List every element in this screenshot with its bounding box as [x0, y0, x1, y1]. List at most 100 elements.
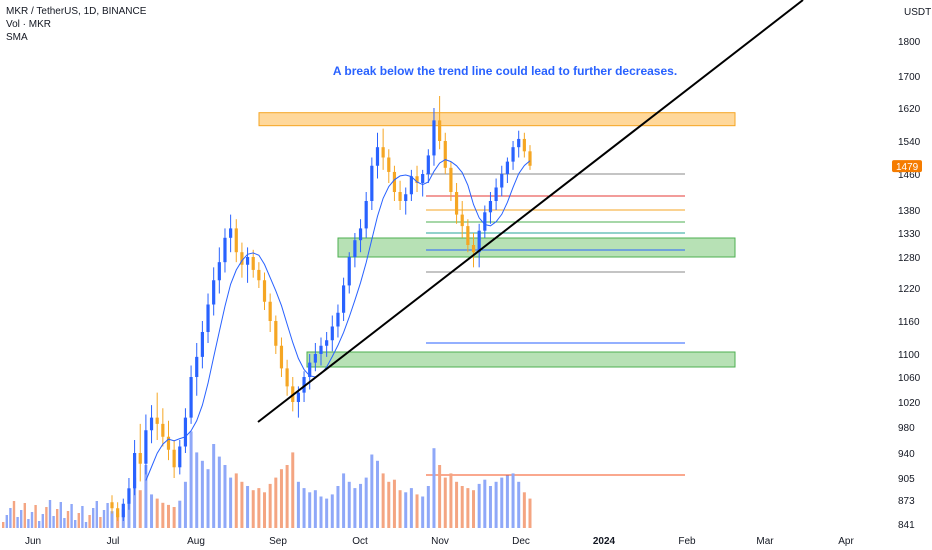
volume-bar [302, 488, 306, 528]
volume-bar [81, 506, 84, 528]
volume-bar [9, 508, 12, 528]
y-tick-label: 905 [898, 474, 915, 485]
volume-bar [313, 490, 317, 528]
sma-line [145, 159, 531, 481]
volume-bar [172, 507, 176, 528]
volume-bar [370, 454, 374, 528]
volume-bar [56, 509, 59, 528]
volume-bar [274, 477, 278, 528]
volume-bar [88, 515, 91, 528]
volume-bar [223, 465, 227, 528]
candle-body [454, 192, 459, 215]
volume-bar [110, 511, 114, 528]
candle-body [257, 269, 261, 281]
volume-bar [263, 492, 267, 528]
volume-bar [234, 473, 238, 528]
candle-body [240, 252, 244, 265]
volume-bar [66, 511, 70, 528]
volume-bar [144, 465, 148, 528]
volume-bar [387, 481, 391, 528]
volume-bar [206, 469, 210, 528]
volume-bar [257, 488, 261, 528]
volume-bar [150, 494, 154, 528]
volume-bar [268, 483, 272, 528]
y-tick-label: 1020 [898, 398, 921, 409]
volume-bar [443, 477, 447, 528]
volume-bar [398, 490, 402, 528]
volume-bar [472, 490, 476, 528]
currency-label: USDT [904, 7, 931, 18]
volume-bar [404, 492, 408, 528]
volume-bar [432, 448, 436, 528]
volume-bar [12, 501, 16, 528]
volume-bar [99, 517, 102, 528]
candle-body [116, 508, 120, 518]
candles-layer [110, 96, 532, 521]
candle-body [494, 187, 498, 201]
volume-bar [483, 479, 487, 528]
candle-body [358, 228, 363, 241]
volume-bar [325, 498, 329, 528]
volume-bar [342, 473, 346, 528]
candle-body [392, 171, 397, 192]
volume-bar [364, 477, 368, 528]
candle-body [477, 230, 481, 253]
volume-bar [421, 496, 425, 528]
volume-bar [178, 500, 182, 528]
y-tick-label: 980 [898, 423, 915, 434]
volume-layer [2, 431, 532, 528]
candle-body [325, 340, 329, 346]
candle-body [262, 280, 267, 302]
volume-bar [92, 508, 95, 528]
candle-body [138, 453, 142, 464]
x-tick-label: Jul [107, 536, 120, 547]
volume-bar [353, 488, 357, 528]
candle-body [189, 377, 193, 418]
candle-body [251, 257, 255, 270]
volume-bar [27, 519, 30, 528]
volume-bar [511, 473, 515, 528]
candle-body [471, 245, 476, 253]
candle-body [183, 417, 188, 447]
x-tick-label: Aug [187, 536, 205, 547]
volume-bar [127, 502, 131, 528]
volume-bar [381, 473, 385, 528]
candle-body [161, 423, 165, 437]
volume-bar [291, 452, 295, 528]
y-tick-label: 1540 [898, 137, 921, 148]
volume-bar [246, 486, 250, 528]
volume-bar [336, 486, 340, 528]
volume-bar [200, 460, 204, 528]
volume-bar [455, 481, 459, 528]
y-tick-label: 1100 [898, 350, 920, 361]
volume-bar [77, 513, 80, 528]
candle-body [274, 321, 278, 346]
candle-body [375, 147, 380, 166]
volume-bar [59, 502, 62, 528]
candle-body [443, 141, 447, 168]
y-tick-label: 1620 [898, 104, 921, 115]
legend-volume: Vol · MKR [6, 19, 52, 30]
svg-text:1479: 1479 [896, 162, 919, 173]
volume-bar [319, 496, 323, 528]
candle-body [178, 446, 182, 468]
candle-body [195, 356, 199, 377]
candle-body [149, 417, 154, 431]
candle-body [398, 192, 402, 201]
y-tick-label: 1280 [898, 253, 921, 264]
x-tick-label: Dec [512, 536, 530, 547]
y-tick-label: 1060 [898, 373, 921, 384]
candle-body [110, 502, 114, 509]
volume-bar [330, 494, 334, 528]
candle-body [364, 201, 368, 229]
volume-bar [415, 494, 419, 528]
candle-body [296, 392, 301, 402]
volume-bar [460, 486, 464, 528]
candle-body [206, 304, 210, 332]
volume-bar [375, 460, 379, 528]
candle-body [522, 138, 526, 152]
volume-bar [477, 483, 481, 528]
volume-bar [34, 505, 37, 528]
volume-bar [161, 502, 165, 528]
